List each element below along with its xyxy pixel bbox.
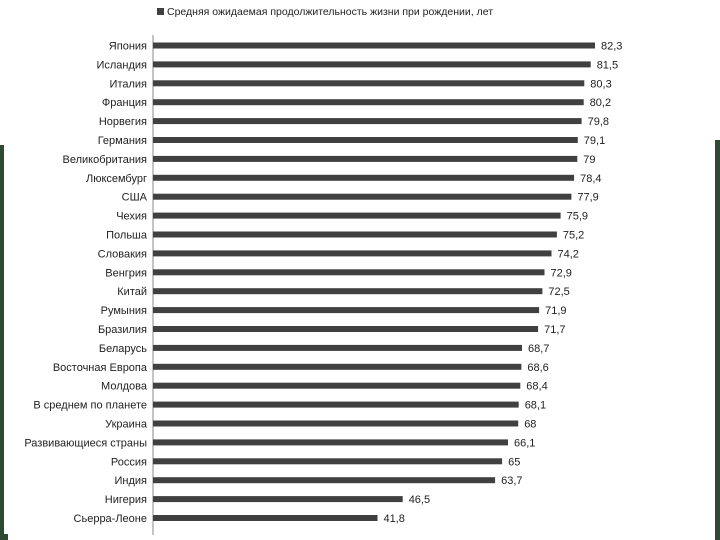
bar — [153, 61, 591, 68]
category-label: Бразилия — [98, 324, 147, 336]
category-labels: Япония Исландия Италия Франция Норвегия Герма… — [24, 41, 148, 526]
value-label: 68,6 — [527, 362, 548, 374]
value-label: 80,3 — [590, 78, 611, 90]
category-label: Япония — [109, 41, 147, 53]
bar — [153, 477, 496, 484]
bottom-left-edge-decoration — [0, 534, 8, 540]
legend-entry: Средняя ожидаемая продолжительность жизн… — [167, 6, 493, 18]
bars — [153, 42, 595, 521]
category-label: Словакия — [98, 248, 147, 260]
bar — [153, 155, 578, 162]
value-label: 82,3 — [601, 41, 622, 53]
value-label: 79 — [583, 154, 595, 166]
category-label: Индия — [114, 475, 147, 487]
bar — [153, 420, 519, 427]
value-label: 72,9 — [551, 267, 572, 279]
bar — [153, 42, 595, 49]
bar — [153, 458, 503, 465]
category-label: Китай — [117, 286, 147, 298]
bar — [153, 307, 540, 314]
value-label: 75,9 — [567, 211, 588, 223]
category-label: Украина — [105, 419, 148, 431]
category-label: Германия — [98, 135, 147, 147]
bar — [153, 250, 552, 257]
bar — [153, 80, 585, 87]
bar — [153, 99, 584, 106]
category-label: Люксембург — [86, 173, 147, 185]
category-label: Великобритания — [63, 154, 148, 166]
bar — [153, 137, 578, 143]
bar — [153, 363, 522, 370]
value-label: 41,8 — [384, 513, 405, 525]
category-label: Венгрия — [105, 267, 147, 279]
category-label: Исландия — [96, 59, 147, 71]
bar — [153, 326, 539, 332]
bar — [153, 515, 378, 521]
bar — [153, 401, 519, 408]
value-label: 78,4 — [580, 173, 601, 185]
category-label: Развивающиеся страны — [24, 437, 147, 449]
value-label: 68,7 — [528, 343, 549, 355]
bar — [153, 118, 582, 125]
bar — [153, 269, 545, 276]
category-label: В среднем по планете — [33, 400, 147, 412]
value-label: 75,2 — [563, 230, 584, 242]
value-label: 71,7 — [544, 324, 565, 336]
value-label: 74,2 — [558, 248, 579, 260]
value-label: 77,9 — [577, 192, 598, 204]
category-label: Франция — [102, 97, 147, 109]
value-label: 68,4 — [526, 381, 547, 393]
category-label: Сьерра-Леоне — [74, 513, 147, 525]
bar — [153, 174, 575, 181]
value-label: 46,5 — [409, 494, 430, 506]
category-label: Италия — [110, 78, 148, 90]
bar — [153, 212, 561, 219]
left-edge-decoration — [0, 145, 4, 540]
category-label: Норвегия — [99, 116, 147, 128]
value-label: 71,9 — [545, 305, 566, 317]
category-label: Россия — [111, 456, 147, 468]
bar — [153, 496, 403, 503]
bar — [153, 344, 522, 351]
value-labels: 82,3 81,5 80,3 80,2 79,8 79,1 79 78,4 77,9 75,9 75… — [384, 41, 623, 526]
category-label: Беларусь — [99, 343, 147, 355]
value-label: 72,5 — [548, 286, 569, 298]
category-label: Молдова — [101, 381, 148, 393]
chart-legend: Средняя ожидаемая продолжительность жизн… — [157, 6, 493, 18]
value-label: 68,1 — [525, 400, 546, 412]
bar — [153, 439, 508, 446]
category-label: Польша — [106, 230, 148, 242]
bar — [153, 382, 521, 389]
value-label: 79,8 — [588, 116, 609, 128]
category-label: Румыния — [101, 305, 147, 317]
category-label: Чехия — [116, 211, 147, 223]
category-label: Нигерия — [105, 494, 147, 506]
value-label: 79,1 — [584, 135, 605, 147]
value-label: 80,2 — [590, 97, 611, 109]
bar — [153, 231, 557, 238]
value-label: 68 — [524, 419, 536, 431]
bar — [153, 193, 572, 200]
value-label: 65 — [508, 456, 520, 468]
value-label: 81,5 — [597, 59, 618, 71]
value-label: 63,7 — [501, 475, 522, 487]
right-edge-decoration — [715, 140, 720, 540]
category-label: Восточная Европа — [53, 362, 148, 374]
bar — [153, 288, 543, 295]
legend-swatch — [157, 8, 164, 15]
category-label: США — [122, 192, 148, 204]
value-label: 66,1 — [514, 437, 535, 449]
